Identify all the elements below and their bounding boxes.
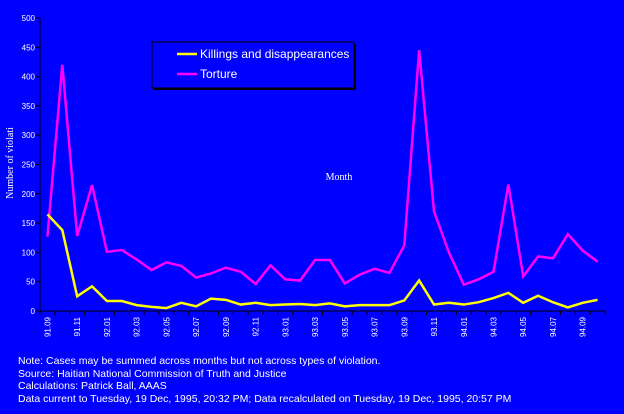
x-tick-label: 94.07: [549, 316, 558, 337]
x-tick-label: 93.03: [311, 316, 320, 337]
x-axis: 91.09 91.11 92.01 92.03 92.05 92.07 92.09 92.11…: [40, 311, 605, 337]
y-tick-label: 350: [22, 102, 36, 111]
x-tick-label: 92.05: [162, 316, 171, 337]
x-axis-label: Month: [326, 172, 353, 183]
y-tick-label: 500: [22, 14, 36, 23]
legend-label-torture: Torture: [200, 67, 238, 81]
legend-box-shadow-bottom: [154, 88, 356, 90]
y-tick-label: 450: [22, 43, 36, 52]
x-tick-label: 93.01: [281, 316, 290, 337]
data-current-line: Data current to Tuesday, 19 Dec, 1995, 2…: [18, 393, 618, 406]
calculations-line: Calculations: Patrick Ball, AAAS: [18, 380, 618, 393]
y-tick-label: 200: [22, 190, 36, 199]
y-axis: 0 50 100 150 200 250 300 350 400 450 500: [22, 14, 40, 316]
legend-label-killings: Killings and disappearances: [200, 47, 349, 61]
y-tick-label: 0: [31, 307, 36, 316]
x-tick-label: 93.07: [371, 316, 380, 337]
note-line: Note: Cases may be summed across months …: [18, 355, 618, 368]
x-tick-label: 92.11: [252, 316, 261, 336]
x-tick-label: 91.09: [43, 316, 52, 337]
source-line: Source: Haitian National Commission of T…: [18, 368, 618, 381]
x-tick-label: 93.11: [430, 316, 439, 336]
legend-box-shadow-right: [354, 44, 356, 90]
y-tick-label: 300: [22, 131, 36, 140]
legend: Killings and disappearances Torture: [152, 42, 356, 90]
x-tick-label: 94.03: [489, 316, 498, 337]
x-tick-label: 94.09: [579, 316, 588, 337]
y-tick-label: 100: [22, 248, 36, 257]
x-tick-label: 93.09: [400, 316, 409, 337]
x-tick-label: 91.11: [73, 316, 82, 336]
x-tick-label: 92.01: [103, 316, 112, 337]
line-chart: 0 50 100 150 200 250 300 350 400 450 500 91.09 91.1…: [0, 0, 624, 352]
chart-notes: Note: Cases may be summed across months …: [18, 355, 618, 405]
x-tick-label: 92.07: [192, 316, 201, 337]
x-tick-label: 94.05: [519, 316, 528, 337]
x-tick-label: 92.03: [133, 316, 142, 337]
y-tick-label: 50: [26, 278, 35, 287]
y-tick-label: 150: [22, 219, 36, 228]
y-tick-label: 400: [22, 73, 36, 82]
x-tick-label: 93.05: [341, 316, 350, 337]
y-axis-label: Number of violati: [5, 127, 16, 199]
x-tick-label: 92.09: [222, 316, 231, 337]
x-tick-label: 94.01: [460, 316, 469, 337]
y-tick-label: 250: [22, 161, 36, 170]
